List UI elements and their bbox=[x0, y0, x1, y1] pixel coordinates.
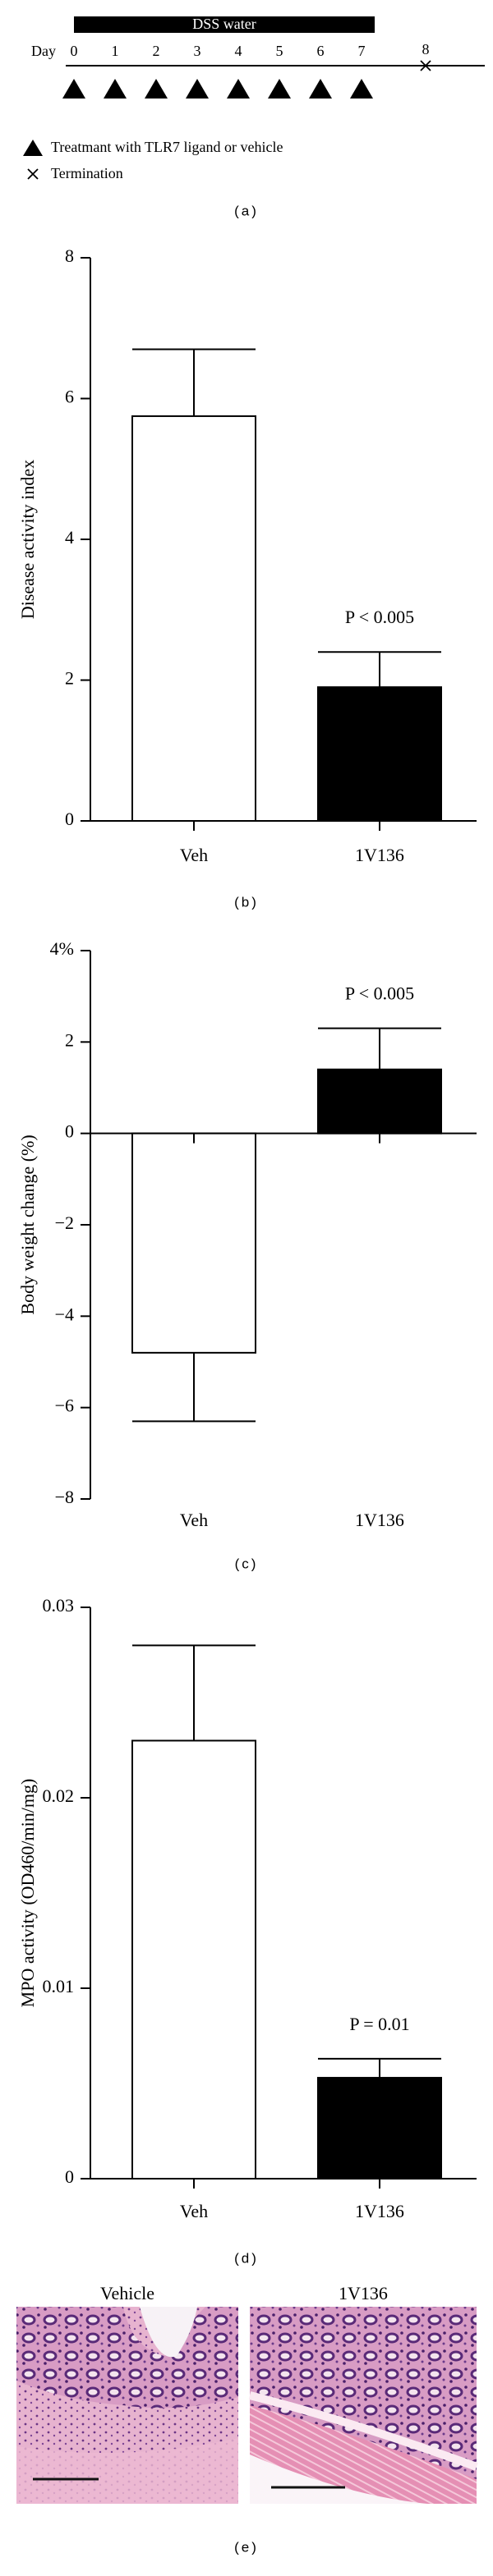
bar bbox=[317, 686, 442, 823]
y-axis-title: Disease activity index bbox=[17, 460, 38, 619]
treatment-marker bbox=[145, 79, 168, 99]
day-label: Day bbox=[31, 43, 56, 59]
y-tick-label: 0.02 bbox=[43, 1785, 75, 1806]
micrograph-vehicle bbox=[16, 2307, 238, 2504]
day-number: 0 bbox=[71, 43, 78, 59]
x-tick-label: 1V136 bbox=[355, 1510, 404, 1530]
annotation: P < 0.005 bbox=[345, 607, 414, 627]
y-tick-label: −6 bbox=[55, 1396, 74, 1416]
day-number: 4 bbox=[235, 43, 242, 59]
y-tick-label: 0.01 bbox=[43, 1976, 75, 1996]
y-tick-label: 0 bbox=[65, 1121, 74, 1142]
treatment-marker bbox=[62, 79, 85, 99]
micrograph-caption: Vehicle bbox=[100, 2283, 154, 2303]
y-tick-label: 0.03 bbox=[43, 1595, 75, 1616]
day-number: 6 bbox=[317, 43, 325, 59]
day-number: 2 bbox=[153, 43, 160, 59]
day-number: 7 bbox=[358, 43, 366, 59]
y-tick-label: 0 bbox=[65, 809, 74, 829]
legend-text: Treatmant with TLR7 ligand or vehicle bbox=[51, 139, 283, 155]
x-tick-label: 1V136 bbox=[355, 2201, 404, 2221]
treatment-marker bbox=[227, 79, 250, 99]
treatment-marker bbox=[350, 79, 373, 99]
y-axis-title: Body weight change (%) bbox=[17, 1134, 38, 1314]
y-axis-title: MPO activity (OD460/min/mg) bbox=[17, 1779, 38, 2008]
day-number: 8 bbox=[422, 41, 430, 57]
panel-label: (e) bbox=[234, 2539, 259, 2555]
bar bbox=[131, 1739, 256, 2180]
y-tick-label: 4 bbox=[65, 527, 74, 548]
x-tick-label: Veh bbox=[180, 2201, 208, 2221]
y-tick-label: 0 bbox=[65, 2166, 74, 2187]
termination-marker bbox=[420, 60, 431, 71]
treatment-marker bbox=[309, 79, 332, 99]
annotation: P < 0.005 bbox=[345, 983, 414, 1004]
y-tick-label: −2 bbox=[55, 1212, 74, 1233]
treatment-marker bbox=[268, 79, 291, 99]
y-tick-label: 8 bbox=[65, 245, 74, 266]
bar bbox=[131, 415, 256, 822]
day-number: 3 bbox=[194, 43, 201, 59]
legend-x bbox=[27, 168, 39, 180]
micrograph-1v136 bbox=[248, 2307, 478, 2504]
bar bbox=[317, 1068, 442, 1134]
x-tick-label: 1V136 bbox=[355, 845, 404, 865]
panel-label: (b) bbox=[234, 894, 259, 910]
x-tick-label: Veh bbox=[180, 1510, 208, 1530]
bar bbox=[131, 1132, 256, 1354]
dss-bar bbox=[74, 16, 375, 33]
panel-label: (d) bbox=[234, 2250, 259, 2266]
y-tick-label: 6 bbox=[65, 387, 74, 407]
panel-label: (a) bbox=[234, 203, 259, 218]
x-tick-label: Veh bbox=[180, 845, 208, 865]
treatment-marker bbox=[104, 79, 127, 99]
panel-label: (c) bbox=[235, 1556, 259, 1571]
y-tick-label: 2 bbox=[65, 1029, 74, 1050]
y-tick-label: 4% bbox=[50, 938, 74, 959]
annotation: P = 0.01 bbox=[349, 2014, 409, 2034]
bar bbox=[317, 2077, 442, 2180]
y-tick-label: −8 bbox=[55, 1487, 74, 1507]
micrograph-caption: 1V136 bbox=[339, 2283, 388, 2303]
treatment-marker bbox=[186, 79, 209, 99]
legend-text: Termination bbox=[51, 165, 123, 181]
legend-triangle bbox=[23, 140, 43, 156]
day-number: 1 bbox=[112, 43, 119, 59]
y-tick-label: −4 bbox=[55, 1304, 74, 1324]
day-number: 5 bbox=[276, 43, 283, 59]
dss-label: DSS water bbox=[192, 16, 256, 32]
y-tick-label: 2 bbox=[65, 668, 74, 689]
